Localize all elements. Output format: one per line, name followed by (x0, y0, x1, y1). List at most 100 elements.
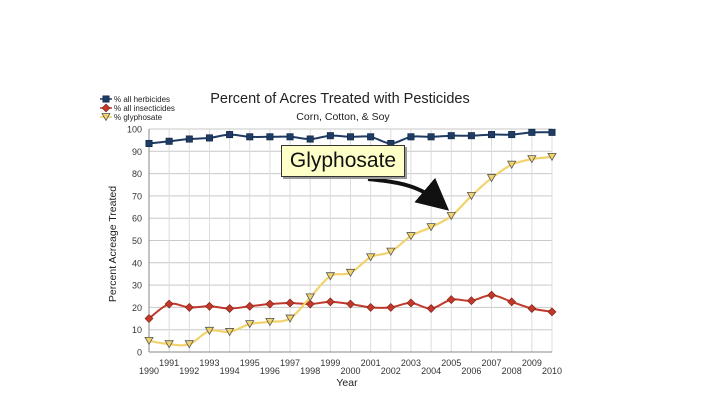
y-tick-label: 100 (127, 125, 142, 135)
glyphosate-point (164, 340, 174, 349)
series-layer (144, 128, 557, 349)
series-insecticides (144, 290, 557, 323)
herbicides-point (246, 133, 254, 141)
x-tick-label: 2005 (441, 358, 461, 368)
herbicides-point (286, 133, 294, 141)
glyphosate-point (265, 317, 275, 327)
glyphosate-point (527, 155, 537, 164)
x-tick-labels: 1990 1992 1994 1996 1998 2000 2002 2004 2006 2008… (139, 358, 562, 376)
insecticides-point (426, 304, 436, 313)
x-tick-label: 1990 (139, 366, 159, 376)
glyphosate-point (245, 320, 255, 329)
herbicides-point (145, 139, 153, 147)
insecticides-point (144, 314, 154, 323)
herbicides-point (226, 131, 234, 139)
herbicides-point (488, 131, 496, 139)
series-glyphosate (144, 152, 557, 349)
herbicides-point (266, 133, 274, 141)
y-axis-label: Percent Acreage Treated (107, 186, 119, 302)
x-tick-label: 1998 (300, 366, 320, 376)
insecticides-point (346, 299, 355, 309)
y-tick-labels: 0 10 20 30 40 50 60 70 80 90 100 (127, 125, 142, 358)
y-tick-label: 40 (132, 258, 142, 268)
y-tick-label: 60 (132, 214, 142, 224)
y-tick-label: 20 (132, 303, 142, 313)
insecticides-point (366, 302, 376, 312)
legend-label-herbicides: % all herbicides (114, 95, 170, 104)
insecticides-point (265, 299, 275, 309)
insecticides-point (466, 296, 476, 306)
herbicides-point (185, 135, 193, 143)
x-tick-label: 1993 (199, 358, 219, 368)
herbicides-point (508, 131, 516, 139)
herbicides-point (407, 133, 415, 141)
legend-label-glyphosate: % glyphosate (114, 113, 163, 122)
x-tick-label: 1996 (260, 366, 280, 376)
y-tick-label: 90 (132, 147, 142, 157)
chart-title: Percent of Acres Treated with Pesticides (210, 91, 470, 107)
herbicides-point (427, 133, 435, 141)
insecticides-point (245, 301, 255, 311)
glyphosate-point (466, 192, 477, 201)
herbicides-point (165, 137, 173, 145)
glyphosate-point (386, 247, 396, 256)
insecticides-point (164, 299, 174, 309)
series-herbicides (145, 128, 556, 147)
glyphosate-point (325, 272, 336, 281)
x-tick-label: 1994 (220, 366, 240, 376)
glyphosate-point (406, 232, 416, 241)
x-tick-label: 2007 (482, 358, 502, 368)
herbicides-point (447, 132, 455, 140)
chart-subtitle: Corn, Cotton, & Soy (296, 111, 390, 123)
insecticides-point (507, 297, 517, 307)
glyphosate-point (204, 326, 215, 336)
y-tick-label: 0 (137, 348, 142, 358)
legend-marker-insecticides (101, 103, 111, 113)
glyphosate-point (507, 160, 517, 169)
x-tick-label: 2002 (381, 366, 401, 376)
insecticides-point (487, 290, 496, 300)
legend: % all herbicides% all insecticides% glyp… (100, 95, 175, 122)
y-tick-label: 30 (132, 281, 142, 291)
glyphosate-point (426, 223, 436, 232)
insecticides-point (325, 297, 335, 307)
glyphosate-point (285, 314, 295, 323)
glyphosate-point (345, 268, 356, 278)
x-tick-label: 1999 (320, 358, 340, 368)
x-tick-label: 2010 (542, 366, 562, 376)
insecticides-point (285, 298, 295, 308)
x-tick-label: 2003 (401, 358, 421, 368)
y-tick-label: 70 (132, 191, 142, 201)
legend-marker-glyphosate (101, 113, 111, 122)
x-tick-label: 2006 (461, 366, 481, 376)
insecticides-point (305, 299, 315, 309)
insecticides-point (205, 301, 214, 311)
glyphosate-point (184, 340, 194, 349)
x-tick-label: 1991 (159, 358, 179, 368)
insecticides-point (386, 302, 396, 312)
y-tick-label: 10 (132, 325, 142, 335)
glyphosate-point (144, 336, 154, 346)
glyphosate-callout: Glyphosate (281, 145, 405, 177)
insecticides-point (406, 298, 416, 308)
herbicides-point (205, 134, 213, 142)
herbicides-point (306, 135, 314, 143)
insecticides-point (547, 307, 557, 317)
callout-arrow (367, 177, 450, 211)
insecticides-point (184, 302, 194, 312)
glyphosate-point (446, 212, 456, 221)
x-tick-label: 2008 (502, 366, 522, 376)
insecticides-point (527, 304, 537, 313)
herbicides-point (367, 133, 375, 141)
legend-label-insecticides: % all insecticides (114, 104, 175, 113)
herbicides-point (326, 132, 334, 140)
x-tick-label: 1997 (280, 358, 300, 368)
glyphosate-point (365, 253, 376, 262)
x-tick-label: 1995 (240, 358, 260, 368)
insecticides-point (446, 295, 456, 305)
x-tick-label: 1992 (179, 366, 199, 376)
y-tick-label: 80 (132, 169, 142, 179)
legend-marker-herbicides (102, 95, 110, 103)
x-tick-label: 2001 (361, 358, 381, 368)
